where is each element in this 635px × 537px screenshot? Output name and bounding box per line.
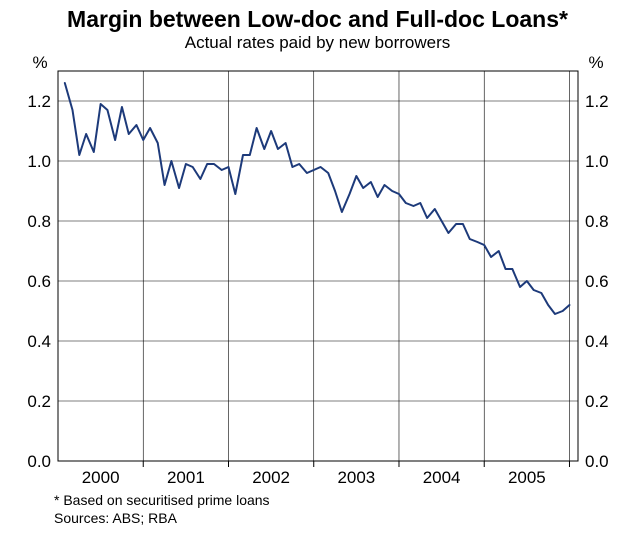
y-tick-label-left: 0.0 (27, 452, 51, 471)
x-year-label: 2005 (508, 468, 546, 487)
y-tick-label-right: 1.2 (585, 92, 609, 111)
y-tick-label-left: 0.4 (27, 332, 51, 351)
y-unit-right: % (588, 53, 603, 72)
y-tick-label-left: 0.8 (27, 212, 51, 231)
footnote-2: Sources: ABS; RBA (54, 510, 178, 526)
y-tick-label-left: 1.0 (27, 152, 51, 171)
y-tick-label-left: 1.2 (27, 92, 51, 111)
y-tick-label-right: 0.6 (585, 272, 609, 291)
x-year-label: 2003 (337, 468, 375, 487)
x-year-label: 2002 (252, 468, 290, 487)
x-year-label: 2000 (82, 468, 120, 487)
y-tick-label-left: 0.2 (27, 392, 51, 411)
footnote-1: * Based on securitised prime loans (54, 492, 270, 508)
y-tick-label-right: 1.0 (585, 152, 609, 171)
y-tick-label-right: 0.8 (585, 212, 609, 231)
x-year-label: 2001 (167, 468, 205, 487)
y-tick-label-right: 0.0 (585, 452, 609, 471)
chart-title: Margin between Low-doc and Full-doc Loan… (67, 6, 568, 32)
y-tick-label-right: 0.4 (585, 332, 609, 351)
y-unit-left: % (32, 53, 47, 72)
chart-svg: Margin between Low-doc and Full-doc Loan… (0, 0, 635, 537)
chart-container: Margin between Low-doc and Full-doc Loan… (0, 0, 635, 537)
x-year-label: 2004 (423, 468, 461, 487)
chart-subtitle: Actual rates paid by new borrowers (185, 33, 451, 52)
y-tick-label-right: 0.2 (585, 392, 609, 411)
y-tick-label-left: 0.6 (27, 272, 51, 291)
